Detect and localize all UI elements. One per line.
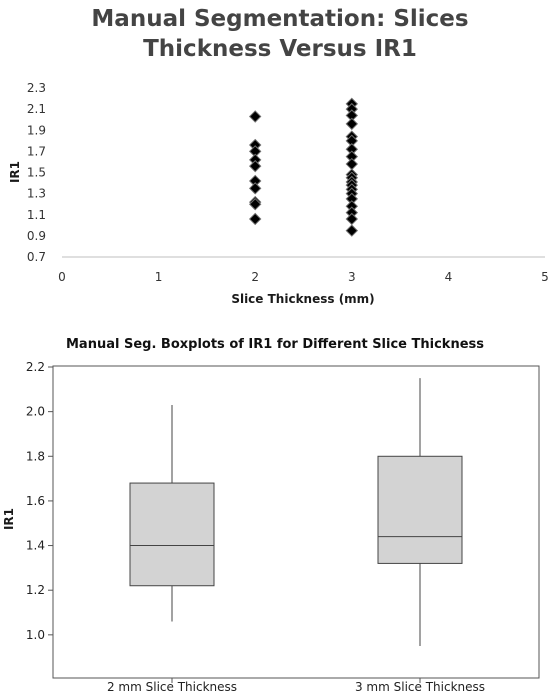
scatter-point (345, 212, 359, 226)
x-tick-labels: 0 1 2 3 4 5 (58, 270, 549, 284)
y-tick-label: 1.7 (27, 144, 46, 158)
boxplot-title: Manual Seg. Boxplots of IR1 for Differen… (66, 337, 484, 352)
x-tick-label: 4 (445, 270, 453, 284)
plot-frame (52, 365, 540, 679)
x-axis-label: Slice Thickness (mm) (231, 292, 374, 306)
boxes (129, 378, 463, 646)
x-tick-label: 1 (155, 270, 163, 284)
scatter-point (248, 197, 262, 211)
y-tick-label: 1.8 (26, 449, 45, 463)
y-tick-labels: 0.7 0.9 1.1 1.3 1.5 1.7 1.9 2.1 2.3 (27, 81, 46, 264)
boxplot-chart: Manual Seg. Boxplots of IR1 for Differen… (2, 337, 540, 693)
scatter-point (248, 159, 262, 173)
y-axis-label: IR1 (2, 508, 16, 530)
y-tick-label: 1.2 (26, 583, 45, 597)
box-iqr (129, 482, 215, 587)
y-tick-label: 2.0 (26, 405, 45, 419)
x-tick-label: 0 (58, 270, 66, 284)
scatter-chart: Manual Segmentation: Slices Thickness Ve… (8, 6, 549, 306)
box-iqr (377, 455, 463, 564)
y-tick-label: 0.9 (27, 229, 46, 243)
y-tick-label: 1.0 (26, 628, 45, 642)
scatter-point (248, 110, 262, 123)
category-label: 2 mm Slice Thickness (107, 680, 237, 693)
scatter-point (248, 182, 262, 195)
scatter-point (345, 157, 359, 171)
category-label: 3 mm Slice Thickness (355, 680, 485, 693)
scatter-point (345, 117, 359, 131)
scatter-point (345, 224, 359, 237)
y-tick-label: 0.7 (27, 250, 46, 264)
chart-title-line-2: Thickness Versus IR1 (143, 36, 417, 62)
y-tick-label: 2.1 (27, 102, 46, 116)
x-tick-label: 2 (251, 270, 259, 284)
x-tick-label: 3 (348, 270, 356, 284)
y-tick-label: 1.9 (27, 123, 46, 137)
y-axis-label: IR1 (8, 161, 22, 183)
y-tick-label: 2.2 (26, 360, 45, 374)
y-tick-label: 1.4 (26, 539, 45, 553)
y-tick-label: 1.1 (27, 208, 46, 222)
x-tick-label: 5 (541, 270, 549, 284)
chart-title-line-1: Manual Segmentation: Slices (91, 6, 468, 32)
category-labels: 2 mm Slice Thickness 3 mm Slice Thickness (107, 678, 485, 693)
y-tick-label: 1.6 (26, 494, 45, 508)
y-ticks: 1.0 1.2 1.4 1.6 1.8 2.0 2.2 (26, 360, 53, 642)
y-tick-label: 1.3 (27, 187, 46, 201)
scatter-point (248, 212, 262, 226)
y-tick-label: 1.5 (27, 166, 46, 180)
y-tick-label: 2.3 (27, 81, 46, 95)
data-points (248, 97, 359, 237)
